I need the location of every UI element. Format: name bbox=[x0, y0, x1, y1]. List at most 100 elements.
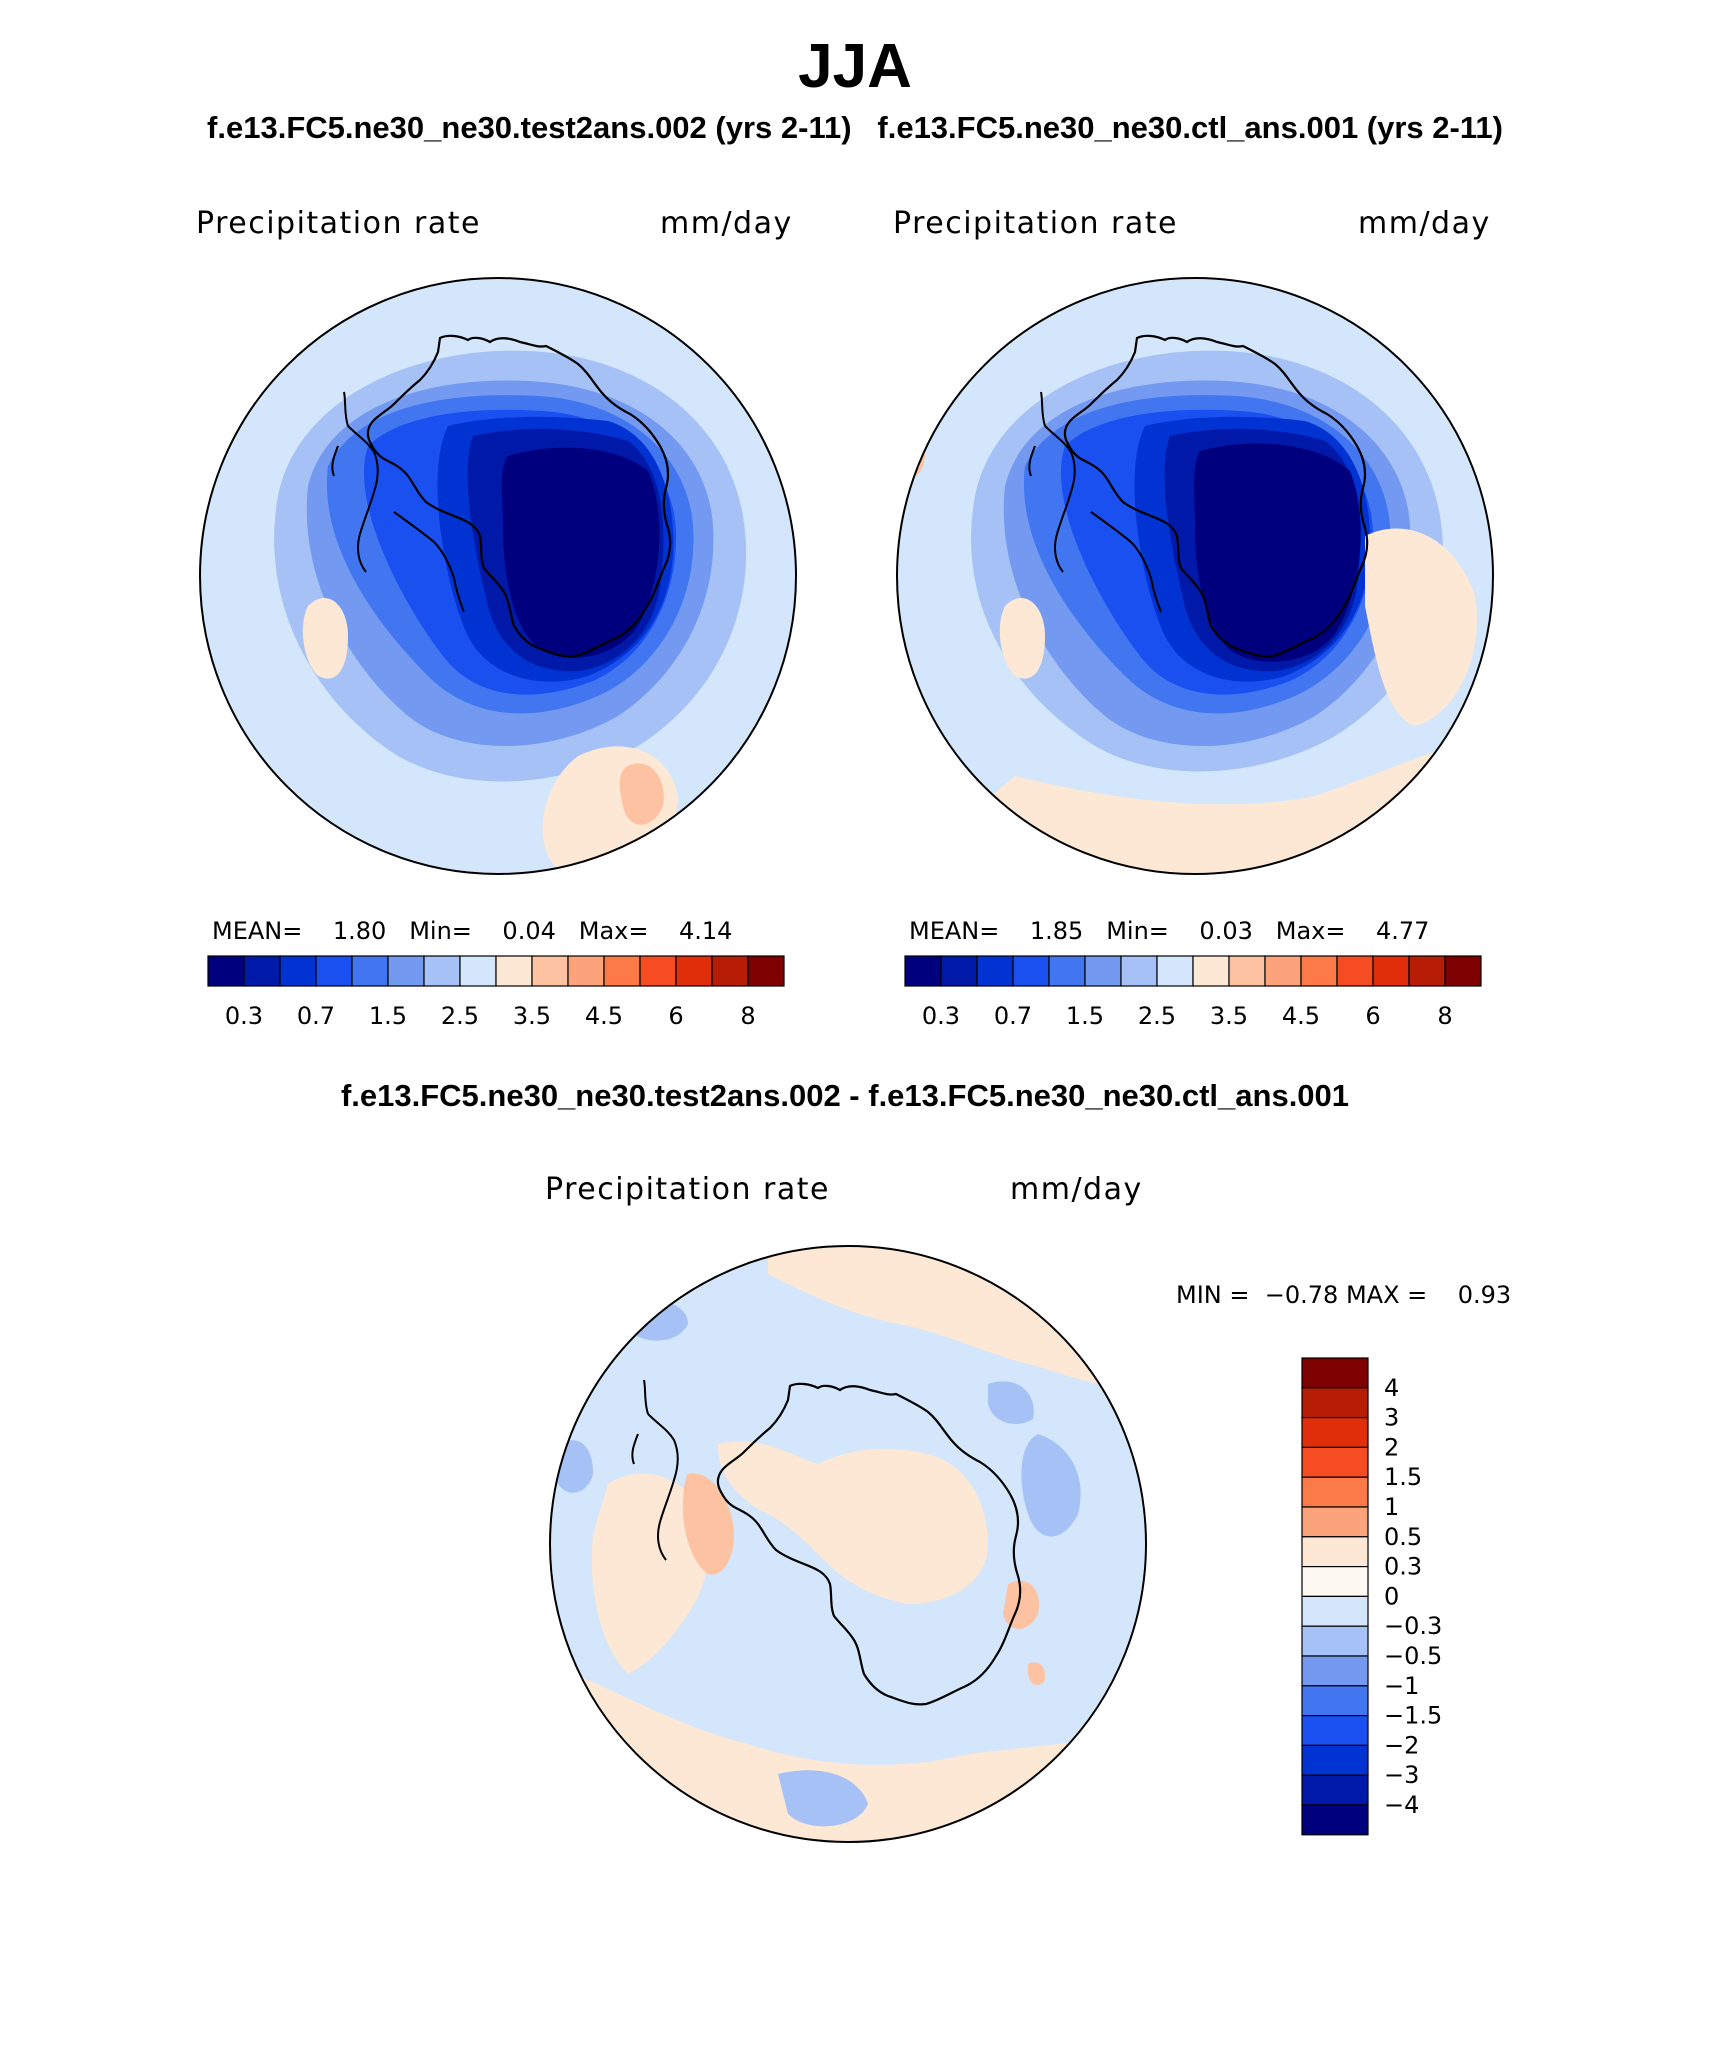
panel2-variable-label: Precipitation rate bbox=[893, 206, 1178, 241]
panel2-colorbar-swatch bbox=[1408, 955, 1446, 987]
panel1-colorbar: 0.3 0.7 1.5 2.5 3.5 4.5 6 8 bbox=[207, 955, 785, 1030]
diff-colorbar-swatch bbox=[1301, 1804, 1369, 1836]
panel1-colorbar-swatch bbox=[747, 955, 785, 987]
diff-east-warm-core bbox=[1003, 1580, 1039, 1629]
diff-colorbar-swatch bbox=[1301, 1625, 1369, 1657]
diff-colorbar-swatch bbox=[1301, 1595, 1369, 1627]
diff-west-cool-patch bbox=[558, 1440, 593, 1493]
diff-colorbar-tick-label: −3 bbox=[1384, 1761, 1419, 1789]
panel2-units-label: mm/day bbox=[1358, 206, 1491, 241]
panel2-colorbar-swatch bbox=[976, 955, 1014, 987]
panel2-colorbar-swatch bbox=[940, 955, 978, 987]
panel2-colorbar-swatch bbox=[1012, 955, 1050, 987]
panel1-colorbar-swatch bbox=[243, 955, 281, 987]
panel2-peninsula-warm-patch bbox=[999, 597, 1045, 679]
panel1-units-label: mm/day bbox=[660, 206, 793, 241]
panel2-colorbar-tick-label: 3.5 bbox=[1210, 1002, 1248, 1030]
panel2-colorbar-tick-label: 2.5 bbox=[1138, 1002, 1176, 1030]
figure-title: JJA bbox=[798, 32, 912, 101]
panel2-colorbar-swatch bbox=[904, 955, 942, 987]
panel2-map bbox=[896, 277, 1494, 875]
panel1-colorbar-swatch bbox=[315, 955, 353, 987]
diff-colorbar-swatch bbox=[1301, 1774, 1369, 1806]
panel1-mean-label: MEAN= bbox=[212, 917, 303, 945]
diff-colorbar-swatch bbox=[1301, 1685, 1369, 1717]
panel1-colorbar-tick-label: 6 bbox=[668, 1002, 683, 1030]
panel2-colorbar-swatch bbox=[1084, 955, 1122, 987]
subtitle-row: f.e13.FC5.ne30_ne30.test2ans.002 (yrs 2-… bbox=[0, 108, 1710, 148]
panel1-colorbar-tick-label: 3.5 bbox=[513, 1002, 551, 1030]
panel2-colorbar-swatch bbox=[1156, 955, 1194, 987]
diff-colorbar-swatch bbox=[1301, 1655, 1369, 1687]
panel1-stats: MEAN= 1.80 Min= 0.04 Max= 4.14 bbox=[212, 916, 732, 946]
panel1-map-border bbox=[199, 277, 797, 875]
panel1-colorbar-swatch bbox=[351, 955, 389, 987]
diff-colorbar-tick-label: −0.5 bbox=[1384, 1642, 1442, 1670]
difference-title: f.e13.FC5.ne30_ne30.test2ans.002 - f.e13… bbox=[340, 1078, 1350, 1113]
panel1-ross-coastline bbox=[393, 511, 465, 613]
panel1-colorbar-tick-label: 1.5 bbox=[369, 1002, 407, 1030]
panel1-max-value: 4.14 bbox=[679, 917, 733, 945]
subtitle-left: f.e13.FC5.ne30_ne30.test2ans.002 (yrs 2-… bbox=[207, 110, 852, 145]
diff-peninsula-warm-core bbox=[683, 1473, 734, 1575]
panel2-colorbar-tick-label: 8 bbox=[1437, 1002, 1452, 1030]
diff-east-cool-patch bbox=[1021, 1434, 1081, 1537]
diff-colorbar-swatch bbox=[1301, 1744, 1369, 1776]
diff-map bbox=[549, 1245, 1147, 1843]
panel1-colorbar-swatch bbox=[423, 955, 461, 987]
panel2-coastline bbox=[1063, 334, 1369, 658]
panel2-colorbar-tick-label: 4.5 bbox=[1282, 1002, 1320, 1030]
diff-max-label: MAX = bbox=[1345, 1281, 1428, 1309]
panel2-colorbar-swatch bbox=[1444, 955, 1482, 987]
panel2-colorbar-swatch bbox=[1372, 955, 1410, 987]
diff-southeast-warm-core bbox=[1027, 1662, 1046, 1685]
panel2-colorbar-tick-label: 0.3 bbox=[922, 1002, 960, 1030]
diff-south-cool-patch bbox=[778, 1770, 868, 1827]
panel1-colorbar-swatch bbox=[639, 955, 677, 987]
panel1-colorbar-swatch bbox=[711, 955, 749, 987]
panel1-colorbar-tick-label: 2.5 bbox=[441, 1002, 479, 1030]
diff-west-warm-area bbox=[591, 1473, 709, 1674]
diff-colorbar-swatch bbox=[1301, 1416, 1369, 1448]
diff-max-value: 0.93 bbox=[1457, 1281, 1512, 1309]
diff-colorbar-tick-label: 1 bbox=[1384, 1493, 1399, 1521]
panel1-colorbar-swatch bbox=[279, 955, 317, 987]
diff-coastline bbox=[716, 1382, 1022, 1706]
panel2-min-value: 0.03 bbox=[1199, 917, 1253, 945]
diff-south-warm-area bbox=[550, 1664, 1146, 1842]
diff-colorbar-swatch bbox=[1301, 1387, 1369, 1419]
panel2-east-warm-patch bbox=[1365, 528, 1477, 726]
panel1-colorbar-swatch bbox=[207, 955, 245, 987]
panel1-colorbar-tick-label: 0.3 bbox=[225, 1002, 263, 1030]
panel2-mean-value: 1.85 bbox=[1029, 917, 1084, 945]
panel1-coastline bbox=[366, 334, 672, 658]
diff-colorbar-tick-label: 1.5 bbox=[1384, 1463, 1422, 1491]
panel2-colorbar-swatch bbox=[1120, 955, 1158, 987]
panel1-southeast-warm-core bbox=[619, 763, 664, 825]
diff-colorbar-swatch bbox=[1301, 1357, 1369, 1389]
panel1-interior-contour bbox=[501, 447, 660, 658]
diff-colorbar-swatch bbox=[1301, 1715, 1369, 1747]
diff-colorbar-swatch bbox=[1301, 1506, 1369, 1538]
panel1-mean-value: 1.80 bbox=[332, 917, 387, 945]
diff-colorbar-tick-label: 0 bbox=[1384, 1582, 1399, 1610]
diff-colorbar-tick-label: −2 bbox=[1384, 1731, 1419, 1759]
diff-peninsula-coastline bbox=[631, 1379, 679, 1561]
diff-colorbar-tick-label: 0.5 bbox=[1384, 1523, 1422, 1551]
panel1-colorbar-swatch bbox=[495, 955, 533, 987]
diff-interior-warm-area bbox=[718, 1441, 988, 1604]
diff-colorbar-tick-label: −4 bbox=[1384, 1791, 1419, 1819]
subtitle-right: f.e13.FC5.ne30_ne30.ctl_ans.001 (yrs 2-1… bbox=[877, 110, 1503, 145]
panel1-colorbar-swatch bbox=[531, 955, 569, 987]
panel2-map-border bbox=[896, 277, 1494, 875]
panel1-map bbox=[199, 277, 797, 875]
panel2-colorbar-swatch bbox=[1192, 955, 1230, 987]
diff-colorbar-tick-label: 4 bbox=[1384, 1374, 1399, 1402]
panel2-colorbar-swatch bbox=[1264, 955, 1302, 987]
diff-map-border bbox=[549, 1245, 1147, 1843]
panel2-colorbar-swatch bbox=[1300, 955, 1338, 987]
diff-min-value: −0.78 bbox=[1264, 1281, 1339, 1309]
panel1-colorbar-tick-label: 0.7 bbox=[297, 1002, 335, 1030]
diff-northeast-cool-patch bbox=[988, 1381, 1034, 1424]
